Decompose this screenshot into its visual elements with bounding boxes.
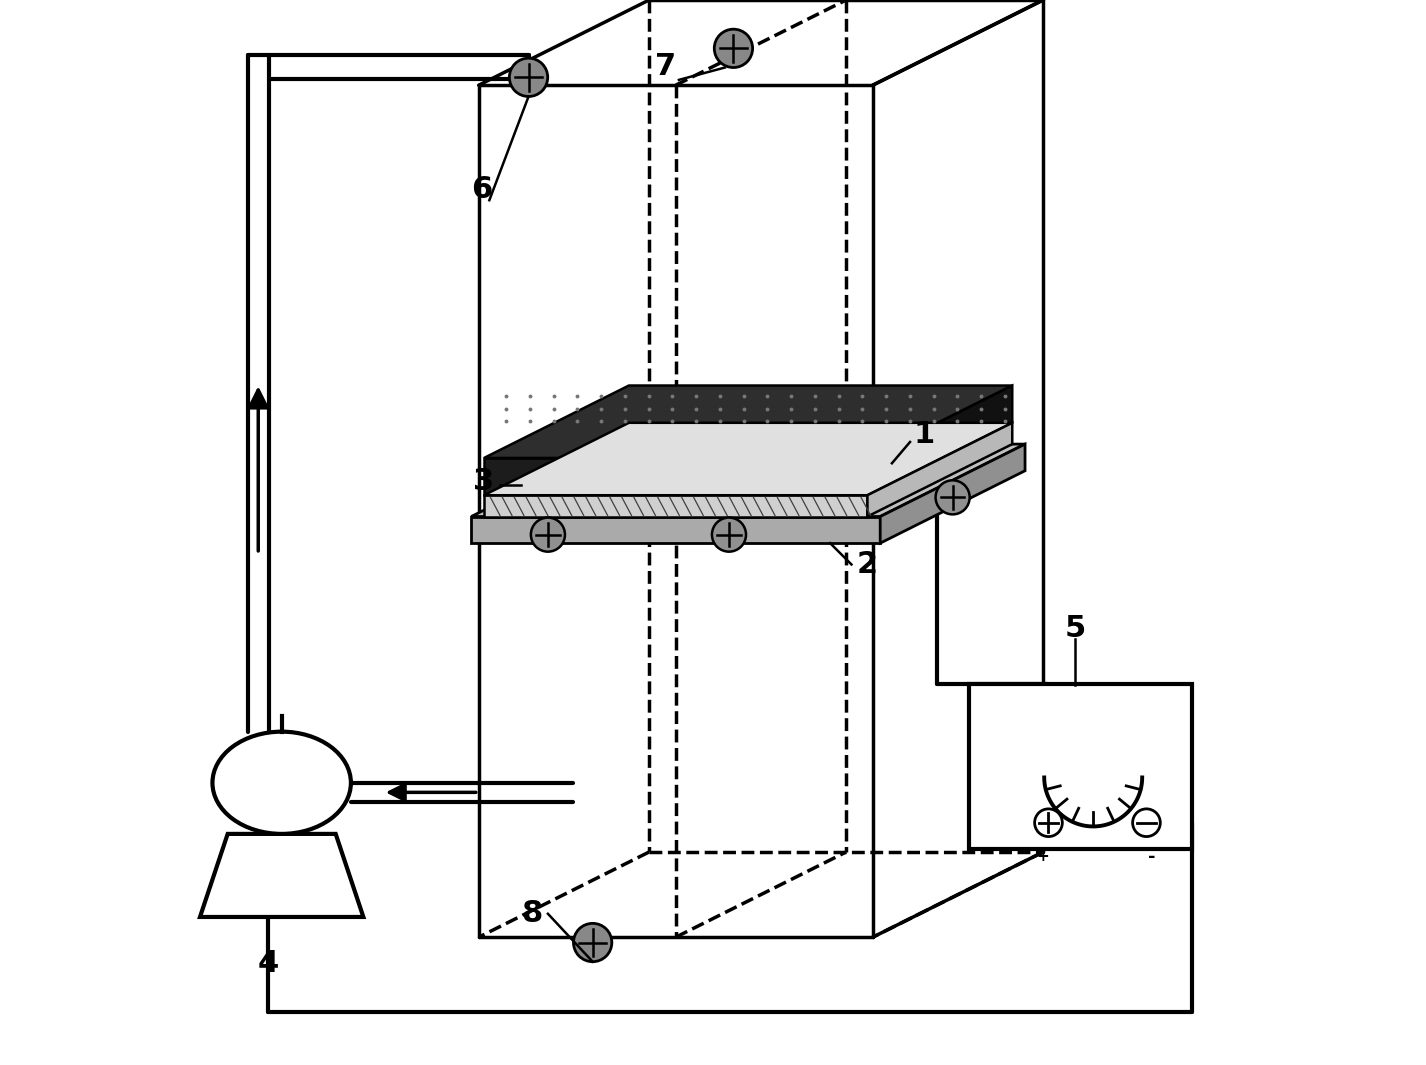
Ellipse shape	[212, 732, 351, 834]
Text: 1: 1	[913, 420, 934, 449]
Circle shape	[1035, 809, 1062, 837]
Text: +: +	[1037, 849, 1050, 865]
Polygon shape	[867, 423, 1012, 517]
Text: 6: 6	[471, 175, 492, 204]
Polygon shape	[968, 684, 1192, 850]
Text: 2: 2	[857, 550, 878, 579]
Text: 8: 8	[522, 899, 542, 929]
Polygon shape	[880, 444, 1025, 543]
Polygon shape	[471, 517, 880, 543]
Text: 3: 3	[473, 466, 495, 496]
Circle shape	[573, 923, 612, 962]
Polygon shape	[483, 423, 1012, 495]
Polygon shape	[483, 495, 867, 517]
Polygon shape	[867, 386, 1012, 495]
Text: 5: 5	[1064, 613, 1085, 643]
Text: -: -	[1148, 848, 1155, 866]
Polygon shape	[483, 386, 1012, 458]
Circle shape	[1132, 809, 1161, 837]
Circle shape	[712, 518, 746, 552]
Polygon shape	[483, 458, 867, 495]
Circle shape	[935, 480, 970, 514]
Circle shape	[714, 29, 753, 67]
Circle shape	[509, 59, 548, 97]
Polygon shape	[471, 444, 1025, 517]
Text: 4: 4	[257, 949, 278, 979]
Text: 7: 7	[655, 51, 676, 81]
Circle shape	[530, 518, 565, 552]
Polygon shape	[200, 834, 364, 917]
